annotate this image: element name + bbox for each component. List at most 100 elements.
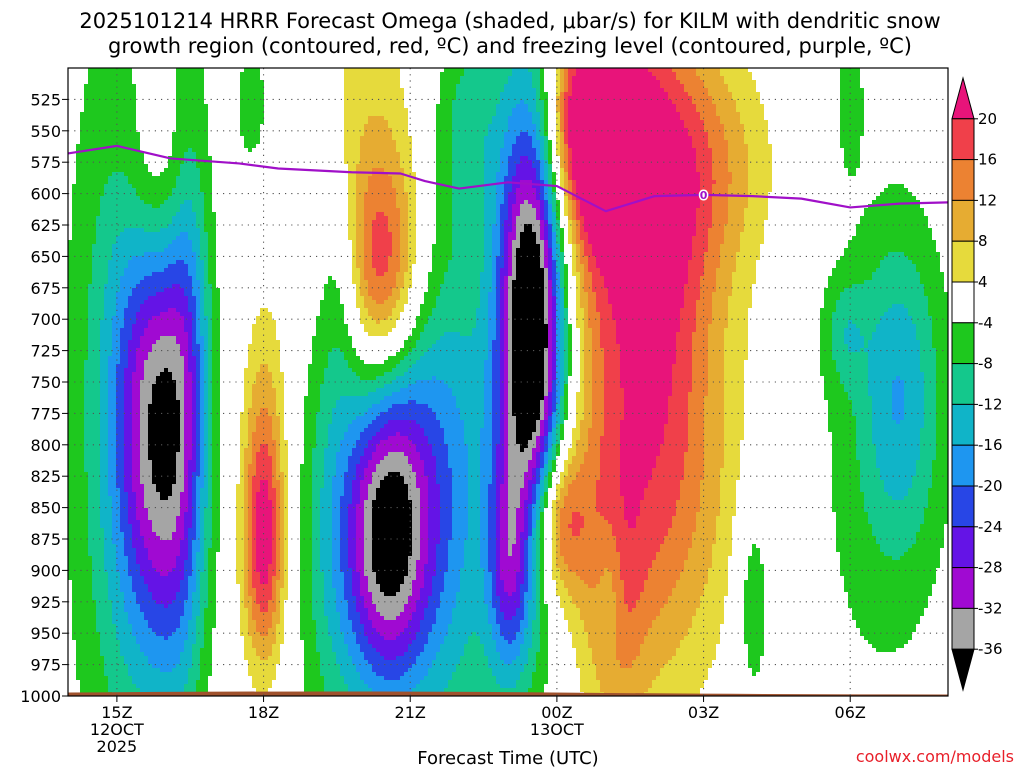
omega-cell [480,304,488,308]
omega-cell [428,492,440,496]
omega-cell [100,460,108,464]
omega-cell [432,244,452,248]
omega-cell [528,108,536,112]
omega-cell [552,176,556,180]
omega-cell [136,352,148,356]
omega-cell [860,328,876,332]
omega-cell [128,356,136,360]
omega-cell [560,412,564,416]
omega-cell [320,492,332,496]
omega-cell [236,496,244,500]
omega-cell [108,280,120,284]
omega-cell [400,432,424,436]
omega-cell [484,240,492,244]
omega-cell [484,212,496,216]
omega-cell [504,256,508,260]
omega-cell [352,248,356,252]
omega-cell [452,120,492,124]
omega-cell [248,472,256,476]
omega-cell [724,332,748,336]
omega-cell [716,180,732,184]
omega-cell [328,428,348,432]
omega-cell [704,272,716,276]
omega-cell [140,392,152,396]
omega-cell [504,88,536,92]
omega-cell [184,372,192,376]
omega-cell [84,424,100,428]
omega-cell [452,468,468,472]
omega-cell [556,520,560,524]
omega-cell [540,440,544,444]
omega-cell [348,508,356,512]
omega-cell [508,328,512,332]
omega-cell [436,128,452,132]
omega-cell [568,208,572,212]
omega-cell [84,456,100,460]
omega-cell [516,272,544,276]
omega-cell [840,72,860,76]
omega-cell [916,464,932,468]
omega-cell [192,376,196,380]
omega-cell [412,328,424,332]
omega-cell [376,448,416,452]
omega-cell [728,152,748,156]
omega-cell [212,340,220,344]
omega-cell [128,520,140,524]
omega-cell [832,460,860,464]
omega-cell [348,504,356,508]
omega-cell [196,384,200,388]
omega-cell [680,320,696,324]
omega-cell [516,276,544,280]
omega-cell [340,504,348,508]
omega-cell [668,420,688,424]
omega-cell [824,396,848,400]
omega-cell [124,380,132,384]
omega-cell [544,144,548,148]
omega-cell [676,356,692,360]
omega-cell [568,488,596,492]
omega-cell [548,332,552,336]
omega-cell [560,432,564,436]
omega-cell [360,148,396,152]
omega-cell [728,168,748,172]
omega-cell [500,324,504,328]
omega-cell [548,324,552,328]
omega-cell [564,148,568,152]
omega-cell [884,488,908,492]
omega-cell [200,360,204,364]
omega-cell [176,68,204,72]
omega-cell [348,164,356,168]
omega-cell [536,128,540,132]
omega-cell [284,476,288,480]
omega-cell [280,492,284,496]
omega-cell [260,484,268,488]
omega-cell [96,232,120,236]
omega-cell [496,320,500,324]
omega-cell [716,280,732,284]
omega-cell [204,360,208,364]
omega-cell [388,256,400,260]
omega-cell [492,360,500,364]
omega-cell [544,428,548,432]
omega-cell [548,476,552,480]
omega-cell [408,236,416,240]
omega-cell [244,512,248,516]
omega-cell [540,524,544,528]
omega-cell [496,276,500,280]
omega-cell [192,372,196,376]
omega-cell [184,432,192,436]
omega-cell [252,432,272,436]
omega-cell [500,316,504,320]
omega-cell [212,328,220,332]
omega-cell [440,424,464,428]
omega-cell [480,512,488,516]
omega-cell [556,272,560,276]
omega-cell [176,396,184,400]
omega-cell [116,472,124,476]
omega-cell [196,264,204,268]
omega-cell [304,448,312,452]
omega-cell [192,288,200,292]
omega-cell [168,164,180,168]
omega-cell [100,496,112,500]
omega-cell [732,276,756,280]
